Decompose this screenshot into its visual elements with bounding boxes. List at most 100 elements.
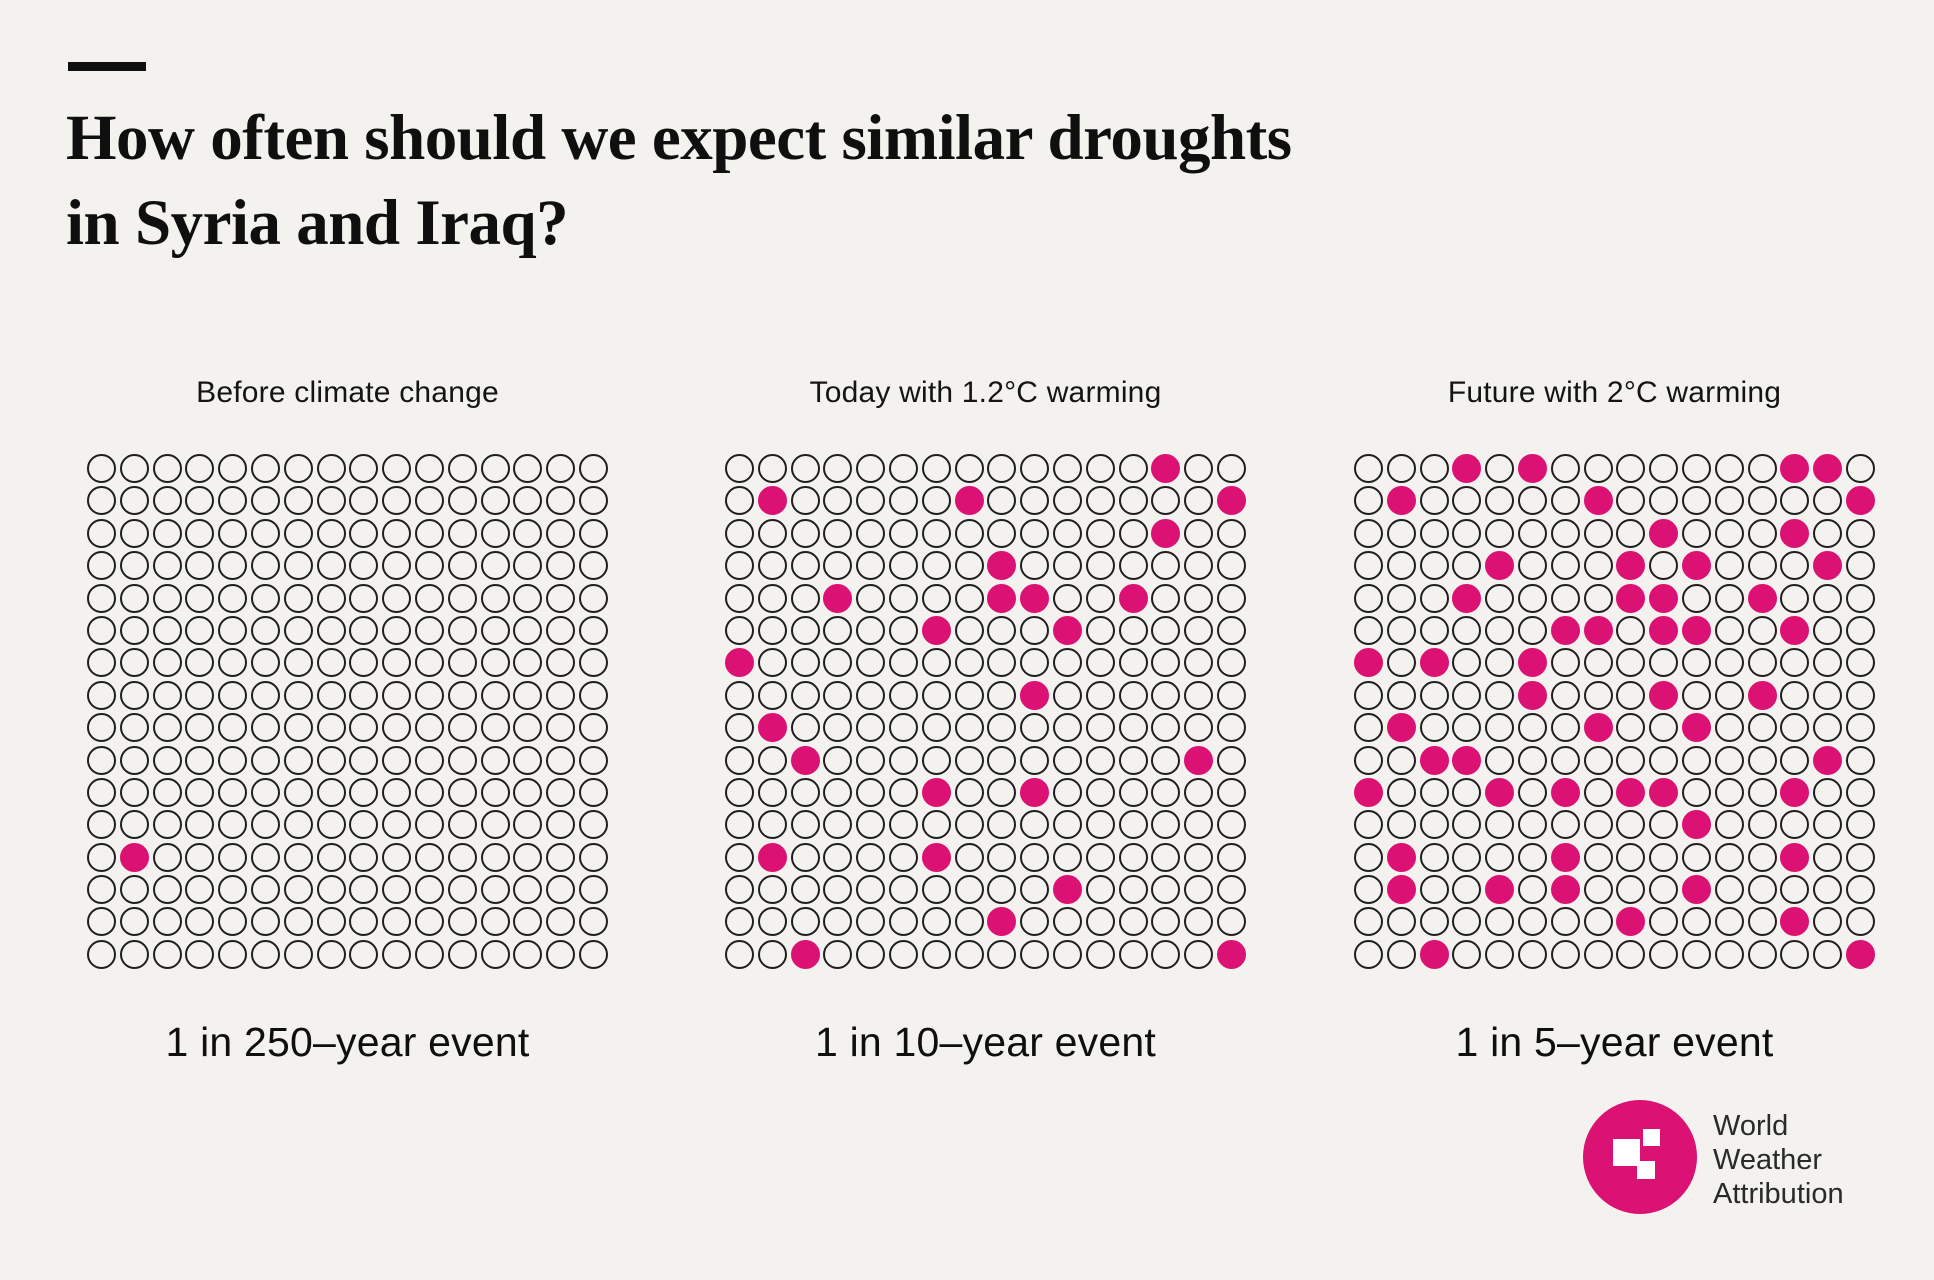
normal-year-dot: [954, 713, 984, 743]
normal-year-dot: [725, 810, 754, 840]
normal-year-dot: [119, 518, 149, 548]
drought-event-dot: [1780, 777, 1810, 807]
page-title-line-1: How often should we expect similar droug…: [66, 102, 1292, 174]
normal-year-dot: [283, 842, 313, 872]
normal-year-dot: [1485, 713, 1515, 743]
normal-year-dot: [1485, 583, 1515, 613]
normal-year-dot: [578, 583, 608, 613]
normal-year-dot: [856, 810, 886, 840]
normal-year-dot: [1118, 745, 1148, 775]
normal-year-dot: [1419, 454, 1449, 483]
normal-year-dot: [1583, 939, 1613, 969]
normal-year-dot: [119, 583, 149, 613]
drought-event-dot: [1681, 713, 1711, 743]
panel-caption-today: 1 in 10–year event: [815, 1018, 1156, 1065]
normal-year-dot: [1616, 615, 1646, 645]
normal-year-dot: [349, 615, 379, 645]
normal-year-dot: [1151, 842, 1181, 872]
drought-event-dot: [757, 486, 787, 516]
normal-year-dot: [1216, 745, 1246, 775]
normal-year-dot: [1020, 907, 1050, 937]
normal-year-dot: [513, 713, 543, 743]
normal-year-dot: [757, 454, 787, 483]
normal-year-dot: [888, 777, 918, 807]
normal-year-dot: [1747, 454, 1777, 483]
normal-year-dot: [725, 454, 754, 483]
normal-year-dot: [1184, 486, 1214, 516]
normal-year-dot: [349, 842, 379, 872]
drought-event-dot: [1583, 486, 1613, 516]
normal-year-dot: [1020, 615, 1050, 645]
drought-event-dot: [1780, 518, 1810, 548]
normal-year-dot: [1714, 875, 1744, 905]
normal-year-dot: [1419, 713, 1449, 743]
drought-event-dot: [1020, 777, 1050, 807]
normal-year-dot: [185, 551, 215, 581]
normal-year-dot: [1354, 454, 1383, 483]
normal-year-dot: [349, 648, 379, 678]
dot-grid-before: [87, 454, 608, 969]
normal-year-dot: [382, 713, 412, 743]
normal-year-dot: [1216, 680, 1246, 710]
normal-year-dot: [546, 551, 576, 581]
normal-year-dot: [218, 486, 248, 516]
normal-year-dot: [856, 777, 886, 807]
normal-year-dot: [349, 939, 379, 969]
normal-year-dot: [987, 486, 1017, 516]
normal-year-dot: [1052, 907, 1082, 937]
normal-year-dot: [888, 939, 918, 969]
normal-year-dot: [1550, 486, 1580, 516]
normal-year-dot: [987, 745, 1017, 775]
normal-year-dot: [578, 615, 608, 645]
normal-year-dot: [1681, 583, 1711, 613]
normal-year-dot: [480, 745, 510, 775]
normal-year-dot: [1354, 518, 1383, 548]
drought-event-dot: [1485, 551, 1515, 581]
normal-year-dot: [513, 875, 543, 905]
normal-year-dot: [823, 810, 853, 840]
normal-year-dot: [1616, 680, 1646, 710]
normal-year-dot: [790, 875, 820, 905]
normal-year-dot: [1485, 648, 1515, 678]
normal-year-dot: [1616, 648, 1646, 678]
normal-year-dot: [1052, 713, 1082, 743]
normal-year-dot: [1419, 583, 1449, 613]
normal-year-dot: [987, 680, 1017, 710]
normal-year-dot: [790, 454, 820, 483]
normal-year-dot: [1085, 551, 1115, 581]
normal-year-dot: [480, 648, 510, 678]
normal-year-dot: [447, 939, 477, 969]
drought-event-dot: [119, 842, 149, 872]
normal-year-dot: [1052, 648, 1082, 678]
normal-year-dot: [316, 842, 346, 872]
drought-event-dot: [1386, 713, 1416, 743]
normal-year-dot: [823, 875, 853, 905]
normal-year-dot: [578, 907, 608, 937]
normal-year-dot: [185, 680, 215, 710]
normal-year-dot: [316, 454, 346, 483]
normal-year-dot: [382, 907, 412, 937]
normal-year-dot: [823, 939, 853, 969]
drought-event-dot: [921, 777, 951, 807]
normal-year-dot: [856, 680, 886, 710]
normal-year-dot: [757, 777, 787, 807]
normal-year-dot: [1118, 810, 1148, 840]
normal-year-dot: [1419, 615, 1449, 645]
normal-year-dot: [480, 518, 510, 548]
normal-year-dot: [921, 454, 951, 483]
normal-year-dot: [823, 713, 853, 743]
logo-word-3: Attribution: [1713, 1178, 1844, 1210]
normal-year-dot: [1845, 551, 1875, 581]
normal-year-dot: [1485, 907, 1515, 937]
drought-event-dot: [790, 745, 820, 775]
normal-year-dot: [1747, 810, 1777, 840]
normal-year-dot: [414, 551, 444, 581]
normal-year-dot: [119, 551, 149, 581]
normal-year-dot: [921, 680, 951, 710]
normal-year-dot: [921, 713, 951, 743]
normal-year-dot: [283, 648, 313, 678]
normal-year-dot: [1583, 518, 1613, 548]
drought-event-dot: [1616, 551, 1646, 581]
normal-year-dot: [185, 875, 215, 905]
normal-year-dot: [316, 680, 346, 710]
